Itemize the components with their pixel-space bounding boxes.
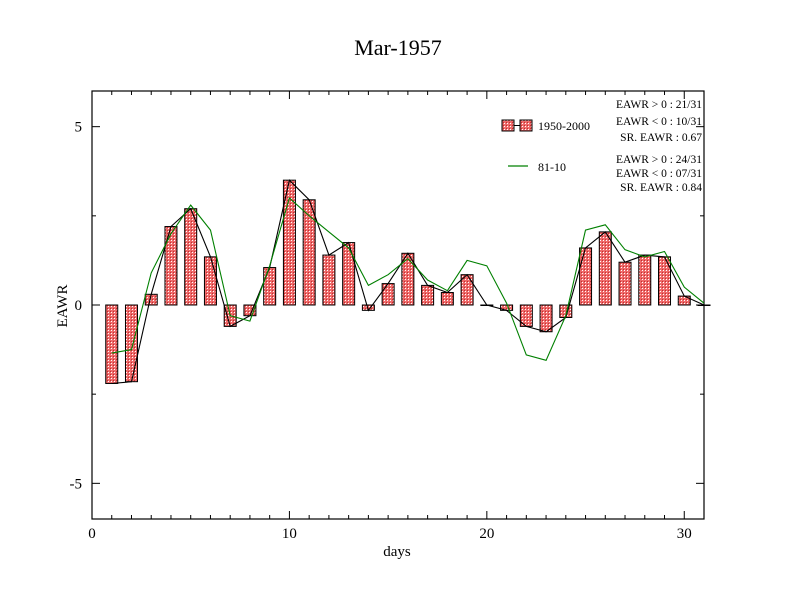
line-series	[111, 179, 705, 385]
y-tick-label: 0	[75, 298, 83, 314]
plot-area	[91, 90, 705, 520]
series-1950-2000-line	[111, 179, 705, 385]
bar-4	[164, 226, 178, 306]
bar-6	[203, 256, 217, 306]
bar-1	[105, 304, 119, 384]
y-tick-label: 5	[75, 120, 83, 136]
stat-text: SR. EAWR : 0.67	[620, 132, 702, 144]
x-tick-label: 30	[677, 526, 692, 542]
bar-5	[184, 208, 198, 306]
bar-17	[421, 284, 435, 306]
bar-23	[539, 304, 553, 333]
x-tick-label: 20	[479, 526, 494, 542]
bar-18	[440, 292, 454, 306]
y-axis-label: EAWR	[55, 285, 71, 328]
chart-title: Mar-1957	[354, 35, 442, 60]
stat-text: SR. EAWR : 0.84	[620, 182, 702, 194]
x-tick-label: 0	[88, 526, 96, 542]
series-81-10-line	[111, 197, 705, 361]
stat-text: EAWR > 0 : 24/31	[616, 154, 702, 166]
legend: 1950-2000 81-10 EAWR > 0 : 21/31 EAWR < 0 :…	[501, 99, 702, 194]
legend-label: 1950-2000	[538, 119, 590, 133]
x-axis-label: days	[383, 544, 411, 560]
bar-12	[322, 254, 336, 306]
bar-26	[598, 231, 612, 306]
bar-27	[618, 261, 632, 306]
legend-label: 81-10	[538, 160, 566, 174]
bar-series	[105, 179, 711, 384]
bar-28	[638, 254, 652, 306]
bar-13	[342, 242, 356, 306]
legend-swatch-bar	[501, 119, 515, 132]
bar-2	[124, 304, 138, 383]
axes: 0 10 20 30 -5 0 5	[70, 91, 705, 542]
bar-25	[579, 247, 593, 306]
stat-text: EAWR < 0 : 07/31	[616, 168, 702, 180]
legend-swatch-bar	[519, 119, 533, 132]
y-tick-label: -5	[70, 476, 83, 492]
bar-9	[263, 267, 277, 306]
x-tick-label: 10	[282, 526, 297, 542]
stat-text: EAWR < 0 : 10/31	[616, 116, 702, 128]
plot-frame	[91, 90, 705, 520]
bar-15	[381, 283, 395, 306]
stat-text: EAWR > 0 : 21/31	[616, 99, 702, 111]
